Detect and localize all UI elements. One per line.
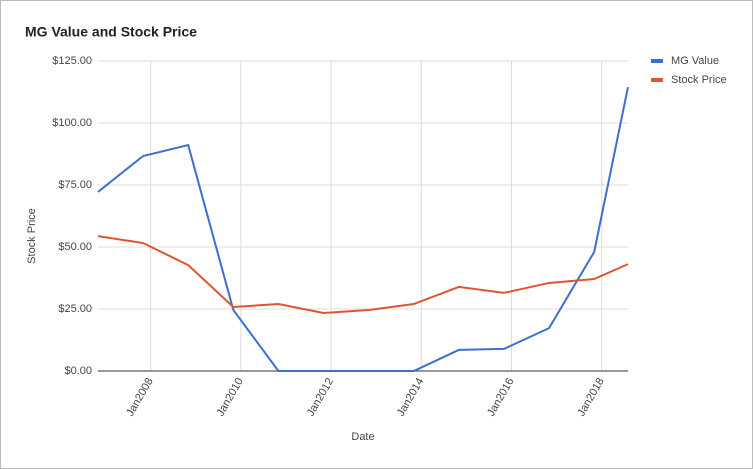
series-line	[97, 235, 629, 314]
series-line	[97, 86, 629, 372]
legend-label: MG Value	[671, 55, 719, 67]
y-tick-label: $0.00	[64, 365, 92, 377]
y-axis-label: Stock Price	[26, 208, 38, 264]
y-tick-label: $100.00	[52, 117, 92, 129]
x-axis-label: Date	[351, 431, 374, 443]
chart-title: MG Value and Stock Price	[25, 24, 197, 40]
y-tick-label: $25.00	[58, 303, 92, 315]
y-tick-label: $50.00	[58, 241, 92, 253]
y-tick-label: $125.00	[52, 55, 92, 67]
legend-label: Stock Price	[671, 74, 727, 86]
y-tick-label: $75.00	[58, 179, 92, 191]
